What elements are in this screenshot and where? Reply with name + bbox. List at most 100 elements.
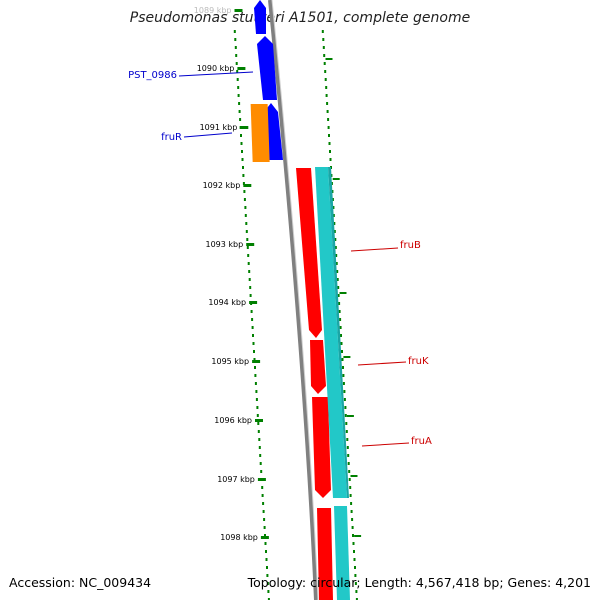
gene-label-frua[interactable]: fruA (361, 436, 432, 447)
ruler-tick: 1090 kbp (197, 64, 246, 73)
ruler-tick-mark (260, 536, 269, 539)
ruler-tick-mark (240, 126, 249, 129)
gc-dot (267, 590, 270, 593)
gc-dot (262, 502, 265, 505)
gene-arrow-pst0986[interactable] (257, 36, 277, 100)
homology-track (315, 167, 350, 600)
gene-leader-line (361, 442, 410, 447)
ruler-tick-label: 1095 kbp (211, 357, 249, 366)
gene-label-frub[interactable]: fruB (350, 240, 421, 252)
gc-dot (249, 286, 252, 289)
gc-dot (235, 62, 238, 65)
gc-dot (234, 38, 237, 41)
gc-dot (252, 334, 254, 337)
gc-dash (350, 475, 358, 477)
gene-label-fruk[interactable]: fruK (357, 356, 429, 367)
gc-dot (236, 70, 239, 73)
gc-dot (247, 262, 250, 265)
gc-dot (354, 574, 357, 577)
gene-arrow-top[interactable] (254, 0, 266, 34)
gc-dot (262, 510, 265, 513)
gc-dot (338, 310, 341, 313)
gc-dot (242, 182, 245, 185)
gene-fruK[interactable] (310, 340, 326, 394)
gc-dash (346, 415, 354, 417)
gc-dot (332, 206, 335, 209)
ruler-tick-label: 1093 kbp (205, 240, 243, 249)
homology-block-1[interactable] (315, 167, 347, 498)
gc-dot (248, 278, 251, 281)
gc-dot (353, 558, 356, 561)
gc-dot (334, 246, 337, 249)
gene-fruB[interactable] (296, 168, 322, 338)
gc-dot (254, 366, 256, 369)
gc-dot (350, 502, 353, 505)
gc-dot (241, 150, 243, 153)
gc-dot (337, 286, 340, 289)
gc-dot (349, 494, 352, 497)
ruler-tick-mark (246, 243, 255, 246)
gc-dot (331, 198, 334, 201)
gc-dot (328, 142, 331, 145)
gc-dash (332, 178, 340, 180)
map-title: Pseudomonas stutzeri A1501, complete gen… (129, 10, 471, 26)
gene-label-frur[interactable]: fruR (161, 132, 233, 143)
gc-dot (249, 294, 252, 297)
gc-dot (339, 318, 342, 321)
gene-label-text: fruK (408, 356, 429, 367)
ruler-tick: 1092 kbp (203, 181, 252, 190)
gc-dot (343, 390, 346, 393)
gc-dot (340, 342, 343, 345)
ruler-tick: 1093 kbp (205, 240, 255, 249)
gene-fruA[interactable] (312, 397, 331, 498)
gene-leader-line (183, 132, 233, 138)
gc-dot (339, 326, 342, 329)
gc-dot (233, 30, 236, 33)
gc-dash (325, 58, 333, 60)
gc-dot (342, 366, 344, 369)
gc-track-outer (321, 30, 362, 600)
gc-dot (248, 270, 251, 273)
gc-dot (327, 126, 330, 129)
position-ruler: 1089 kbp 1090 kbp 1091 kbp 1092 kbp 1093 kbp… (194, 6, 269, 542)
gc-dot (259, 454, 262, 457)
homology-block-2[interactable] (334, 506, 350, 600)
gc-dot (338, 302, 341, 305)
ruler-tick-mark (257, 478, 266, 481)
ruler-tick-label: 1094 kbp (208, 298, 246, 307)
gc-dot (337, 294, 340, 297)
gc-dot (266, 574, 269, 577)
gene-label-pst-0986[interactable]: PST_0986 (128, 70, 254, 81)
gc-dot (256, 406, 259, 409)
gc-dot (343, 398, 346, 401)
gc-dot (245, 222, 248, 225)
gc-dot (321, 30, 324, 33)
gc-dot (322, 46, 325, 49)
gc-dot (345, 422, 348, 425)
gc-dash (339, 292, 347, 294)
gc-dot (346, 438, 349, 441)
gc-dot (251, 318, 254, 321)
gc-dot (240, 134, 242, 137)
gc-dot (265, 550, 267, 553)
gene-fruR-orange[interactable] (250, 104, 270, 162)
gc-dot (346, 446, 349, 449)
gc-dot (350, 510, 353, 513)
gene-next[interactable] (317, 508, 333, 600)
gc-dot (260, 470, 263, 473)
gc-dot (247, 254, 250, 257)
genome-backbone (268, 0, 318, 600)
gc-dot (258, 446, 261, 449)
gc-dot (333, 230, 336, 233)
ruler-tick: 1097 kbp (217, 475, 266, 484)
homology-block-1-shade (328, 167, 349, 498)
gc-dot (256, 414, 259, 417)
gc-dot (325, 94, 328, 97)
gc-dot (342, 382, 345, 385)
gc-dot (234, 46, 237, 49)
gc-dot (355, 590, 358, 593)
gc-dot (351, 526, 354, 529)
gc-dot (324, 70, 327, 73)
gc-dot (238, 110, 241, 113)
